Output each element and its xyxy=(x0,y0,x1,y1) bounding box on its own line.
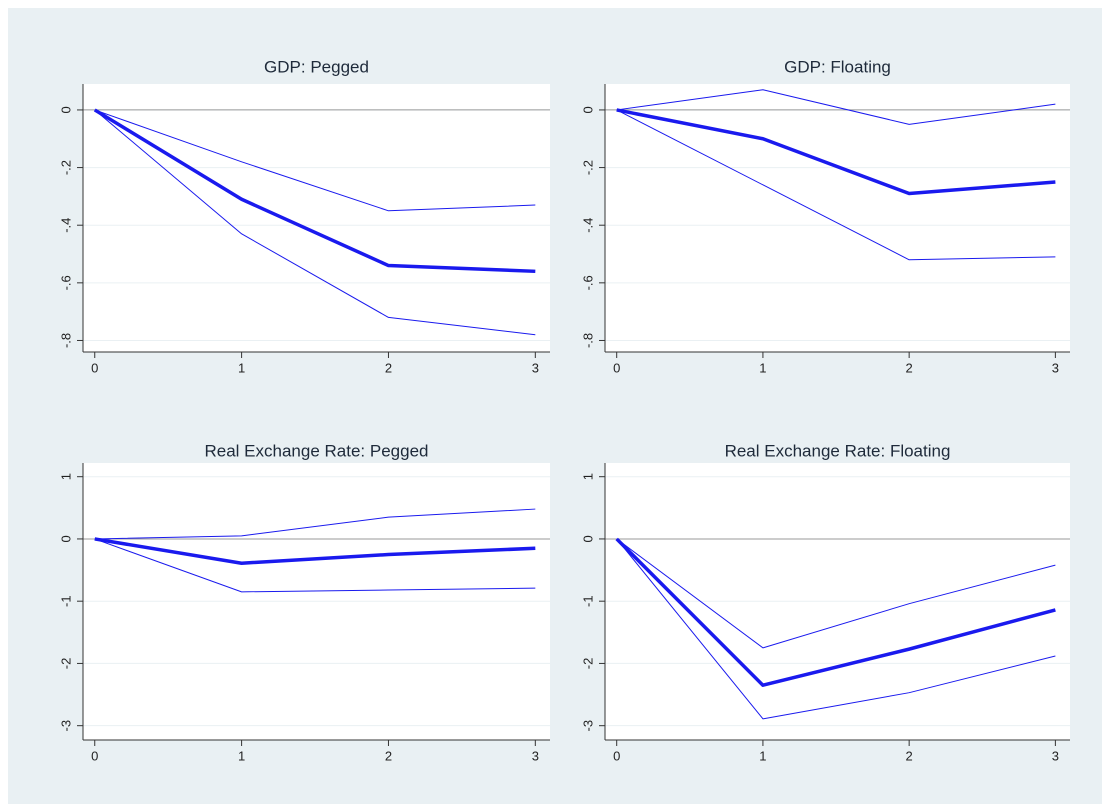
plot-area xyxy=(605,84,1070,352)
line-series xyxy=(616,108,1056,196)
y-tick-label: -2 xyxy=(580,658,595,670)
y-tick-label: 0 xyxy=(58,106,73,113)
y-tick-label: -.6 xyxy=(580,275,595,290)
y-tick-label: -2 xyxy=(58,658,73,670)
x-tick-label: 3 xyxy=(532,748,539,763)
line-series xyxy=(94,109,536,336)
y-tick-label: 1 xyxy=(580,473,595,480)
line-series xyxy=(615,537,1056,687)
line-series xyxy=(616,89,1056,125)
x-tick-label: 0 xyxy=(91,360,98,375)
line-series xyxy=(616,538,1056,649)
y-tick-label: 0 xyxy=(580,106,595,113)
y-tick-label: -.2 xyxy=(58,160,73,175)
x-tick-label: 2 xyxy=(385,748,392,763)
x-tick-label: 3 xyxy=(532,360,539,375)
y-tick-label: 0 xyxy=(580,535,595,542)
chart-title: Real Exchange Rate: Pegged xyxy=(205,441,429,460)
x-tick-label: 0 xyxy=(613,748,620,763)
chart-title: GDP: Pegged xyxy=(264,57,369,76)
x-tick-label: 3 xyxy=(1052,360,1059,375)
x-tick-label: 2 xyxy=(906,748,913,763)
line-series xyxy=(94,538,536,593)
x-tick-label: 2 xyxy=(906,360,913,375)
x-tick-label: 1 xyxy=(759,360,766,375)
y-tick-label: -.8 xyxy=(580,333,595,348)
y-tick-label: -.4 xyxy=(58,218,73,233)
y-tick-label: -3 xyxy=(58,720,73,732)
line-series xyxy=(94,109,536,212)
plot-area xyxy=(83,84,550,352)
line-series xyxy=(616,109,1056,261)
y-tick-label: -1 xyxy=(580,595,595,607)
chart-title: Real Exchange Rate: Floating xyxy=(725,441,951,460)
x-tick-label: 1 xyxy=(759,748,766,763)
y-tick-label: -.2 xyxy=(580,160,595,175)
line-series xyxy=(94,508,536,540)
x-tick-label: 1 xyxy=(238,360,245,375)
chart-title: GDP: Floating xyxy=(784,57,891,76)
y-tick-label: -.4 xyxy=(580,218,595,233)
line-series xyxy=(616,538,1056,720)
y-tick-label: 1 xyxy=(58,473,73,480)
x-tick-label: 2 xyxy=(385,360,392,375)
y-tick-label: -1 xyxy=(58,595,73,607)
x-tick-label: 0 xyxy=(613,360,620,375)
y-tick-label: 0 xyxy=(58,535,73,542)
y-tick-label: -.6 xyxy=(58,275,73,290)
y-tick-label: -.8 xyxy=(58,333,73,348)
y-tick-label: -3 xyxy=(580,720,595,732)
x-tick-label: 1 xyxy=(238,748,245,763)
line-series xyxy=(93,108,536,274)
x-tick-label: 0 xyxy=(91,748,98,763)
x-tick-label: 3 xyxy=(1052,748,1059,763)
line-series xyxy=(94,537,536,565)
